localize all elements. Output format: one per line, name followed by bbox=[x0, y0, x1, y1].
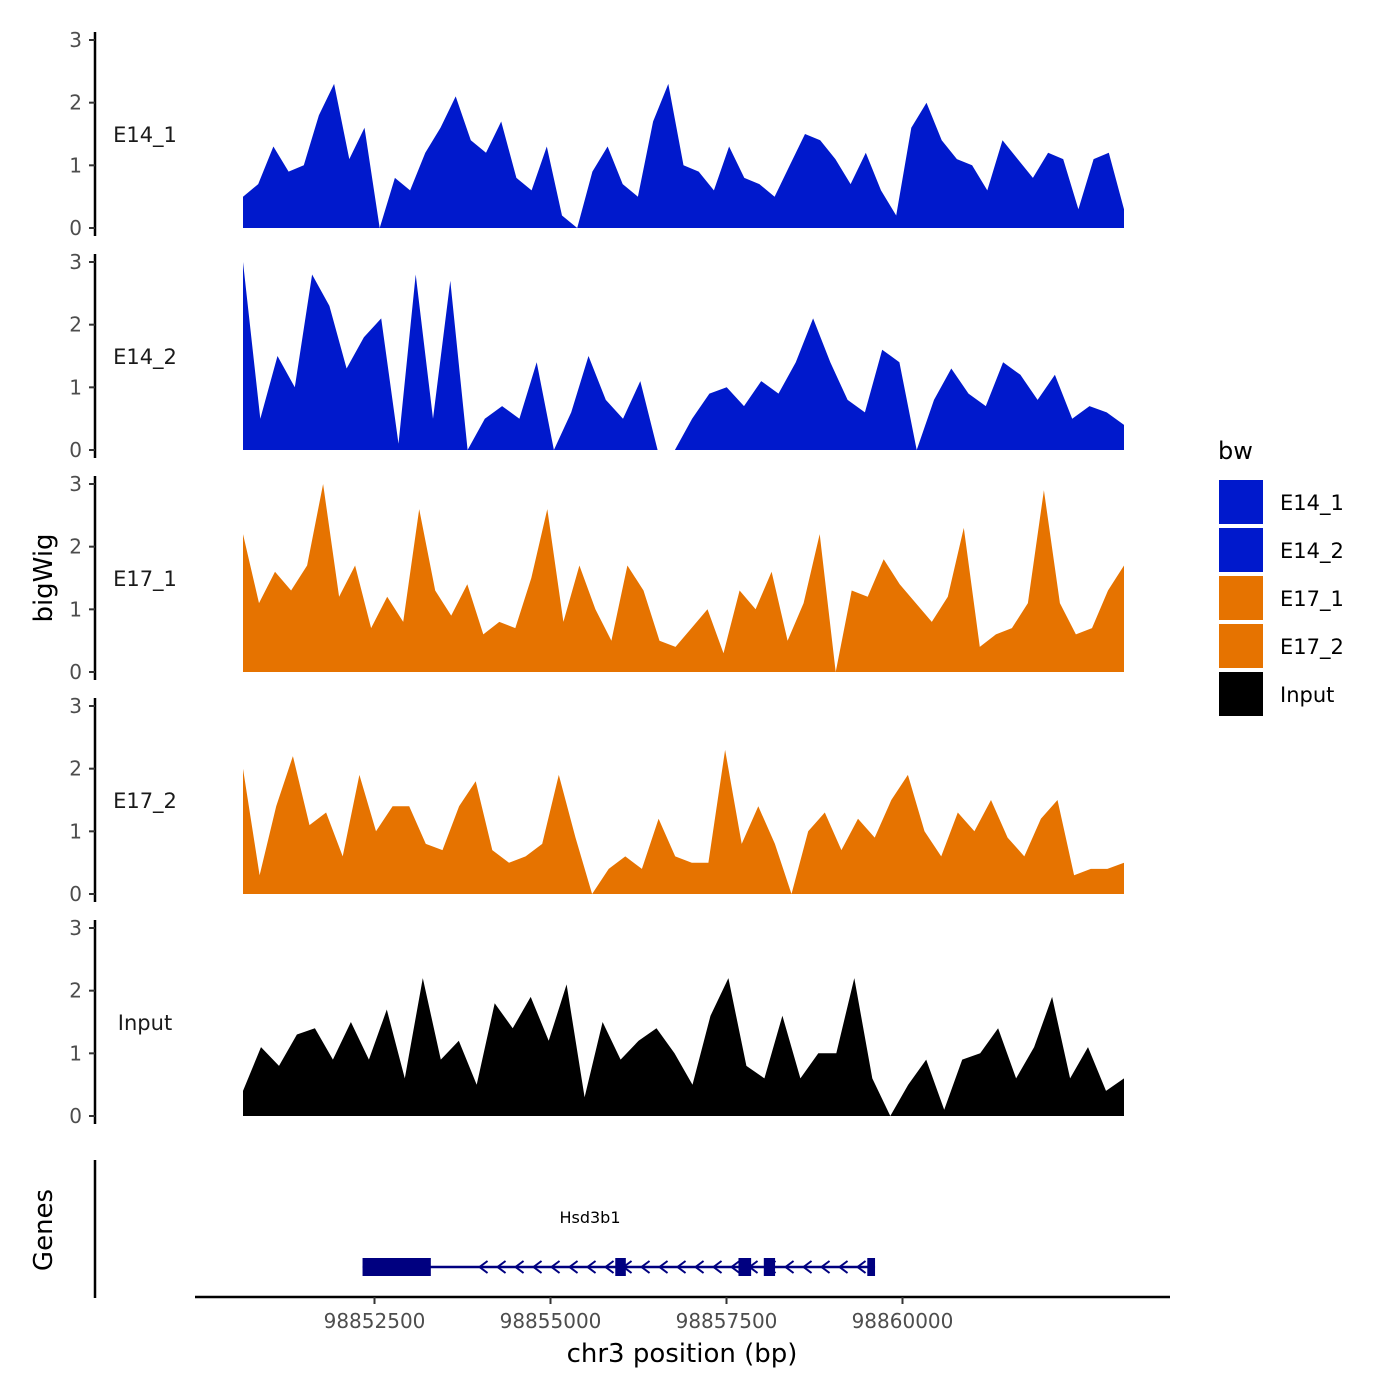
strand-arrow bbox=[837, 1260, 849, 1274]
strand-arrow bbox=[819, 1260, 831, 1274]
gene-exon bbox=[763, 1258, 776, 1276]
strand-arrow bbox=[513, 1260, 525, 1274]
y-tick-label: 3 bbox=[69, 472, 82, 496]
y-tick-label: 1 bbox=[69, 597, 82, 621]
y-tick-label: 0 bbox=[69, 216, 82, 240]
y-tick-label: 2 bbox=[69, 313, 82, 337]
track-E14_2: 0 1 2 3 E14_2 bbox=[69, 250, 1124, 462]
strand-arrow bbox=[855, 1260, 867, 1274]
strand-arrow bbox=[675, 1260, 687, 1274]
legend-swatch-E14_1 bbox=[1219, 480, 1263, 524]
legend-label-E14_1: E14_1 bbox=[1280, 491, 1344, 516]
y-tick-label: 0 bbox=[69, 882, 82, 906]
track-label: E14_1 bbox=[113, 123, 177, 148]
track-E17_2: 0 1 2 3 E17_2 bbox=[69, 694, 1124, 906]
genes-track-label: Genes bbox=[29, 1189, 59, 1271]
y-tick-label: 1 bbox=[69, 1041, 82, 1065]
track-E17_1: 0 1 2 3 E17_1 bbox=[69, 472, 1124, 684]
x-tick-label: 98855000 bbox=[500, 1309, 602, 1333]
track-panels: 0 1 2 3 E14_1 0 1 2 3 E14_2 0 1 2 3 E17_1 0 1 2 3 E17_2 0 1 2 3… bbox=[69, 28, 1124, 1128]
strand-arrow bbox=[639, 1260, 651, 1274]
strand-arrow bbox=[477, 1260, 489, 1274]
y-tick-label: 0 bbox=[69, 1104, 82, 1128]
track-Input: 0 1 2 3 Input bbox=[69, 916, 1124, 1128]
gene-exon bbox=[867, 1258, 876, 1276]
legend-label-E17_1: E17_1 bbox=[1280, 587, 1344, 612]
strand-arrow bbox=[711, 1260, 723, 1274]
track-label: E17_2 bbox=[113, 789, 177, 814]
y-tick-label: 2 bbox=[69, 757, 82, 781]
gene-exon bbox=[738, 1258, 752, 1276]
gene-exon bbox=[362, 1258, 431, 1276]
strand-arrow bbox=[657, 1260, 669, 1274]
y-tick-label: 2 bbox=[69, 91, 82, 115]
legend-swatch-E17_1 bbox=[1219, 576, 1263, 620]
strand-arrow bbox=[729, 1260, 741, 1274]
legend-swatch-E14_2 bbox=[1219, 528, 1263, 572]
legend-swatch-E17_2 bbox=[1219, 624, 1263, 668]
gene-exon bbox=[615, 1258, 626, 1276]
strand-arrow bbox=[495, 1260, 507, 1274]
strand-arrow bbox=[603, 1260, 615, 1274]
legend-label-E14_2: E14_2 bbox=[1280, 539, 1344, 564]
track-E14_1: 0 1 2 3 E14_1 bbox=[69, 28, 1124, 240]
strand-arrow bbox=[585, 1260, 597, 1274]
y-tick-label: 2 bbox=[69, 979, 82, 1003]
track-label: Input bbox=[118, 1011, 172, 1035]
legend-swatch-Input bbox=[1219, 672, 1263, 716]
gene-name-label: Hsd3b1 bbox=[559, 1208, 620, 1227]
x-axis-title: chr3 position (bp) bbox=[567, 1339, 798, 1369]
y-tick-label: 3 bbox=[69, 28, 82, 52]
strand-arrow bbox=[801, 1260, 813, 1274]
strand-arrow bbox=[549, 1260, 561, 1274]
legend-title: bw bbox=[1218, 437, 1253, 465]
signal-area-E17_1 bbox=[243, 484, 1124, 672]
strand-arrow bbox=[531, 1260, 543, 1274]
y-tick-label: 3 bbox=[69, 250, 82, 274]
y-tick-label: 0 bbox=[69, 660, 82, 684]
legend-label-Input: Input bbox=[1280, 683, 1334, 707]
legend: bw E14_1 E14_2 E17_1 E17_2 Input bbox=[1218, 437, 1344, 716]
strand-arrow bbox=[693, 1260, 705, 1274]
signal-area-E17_2 bbox=[243, 749, 1124, 894]
y-tick-label: 3 bbox=[69, 694, 82, 718]
signal-area-E14_2 bbox=[243, 262, 1124, 450]
y-tick-label: 1 bbox=[69, 153, 82, 177]
y-axis-title: bigWig bbox=[29, 533, 59, 622]
track-label: E14_2 bbox=[113, 345, 177, 370]
x-tick-label: 98860000 bbox=[852, 1309, 954, 1333]
y-tick-label: 1 bbox=[69, 375, 82, 399]
y-tick-label: 1 bbox=[69, 819, 82, 843]
legend-label-E17_2: E17_2 bbox=[1280, 635, 1344, 660]
genes-panel: Hsd3b1 bbox=[93, 1160, 876, 1298]
track-label: E17_1 bbox=[113, 567, 177, 592]
y-tick-label: 0 bbox=[69, 438, 82, 462]
signal-area-Input bbox=[243, 978, 1124, 1116]
strand-arrow bbox=[783, 1260, 795, 1274]
x-axis: 98852500 98855000 98857500 98860000 bbox=[195, 1295, 1170, 1333]
y-tick-label: 3 bbox=[69, 916, 82, 940]
x-tick-label: 98852500 bbox=[324, 1309, 426, 1333]
strand-arrow bbox=[567, 1260, 579, 1274]
signal-area-E14_1 bbox=[243, 83, 1124, 229]
x-tick-label: 98857500 bbox=[676, 1309, 778, 1333]
y-tick-label: 2 bbox=[69, 535, 82, 559]
